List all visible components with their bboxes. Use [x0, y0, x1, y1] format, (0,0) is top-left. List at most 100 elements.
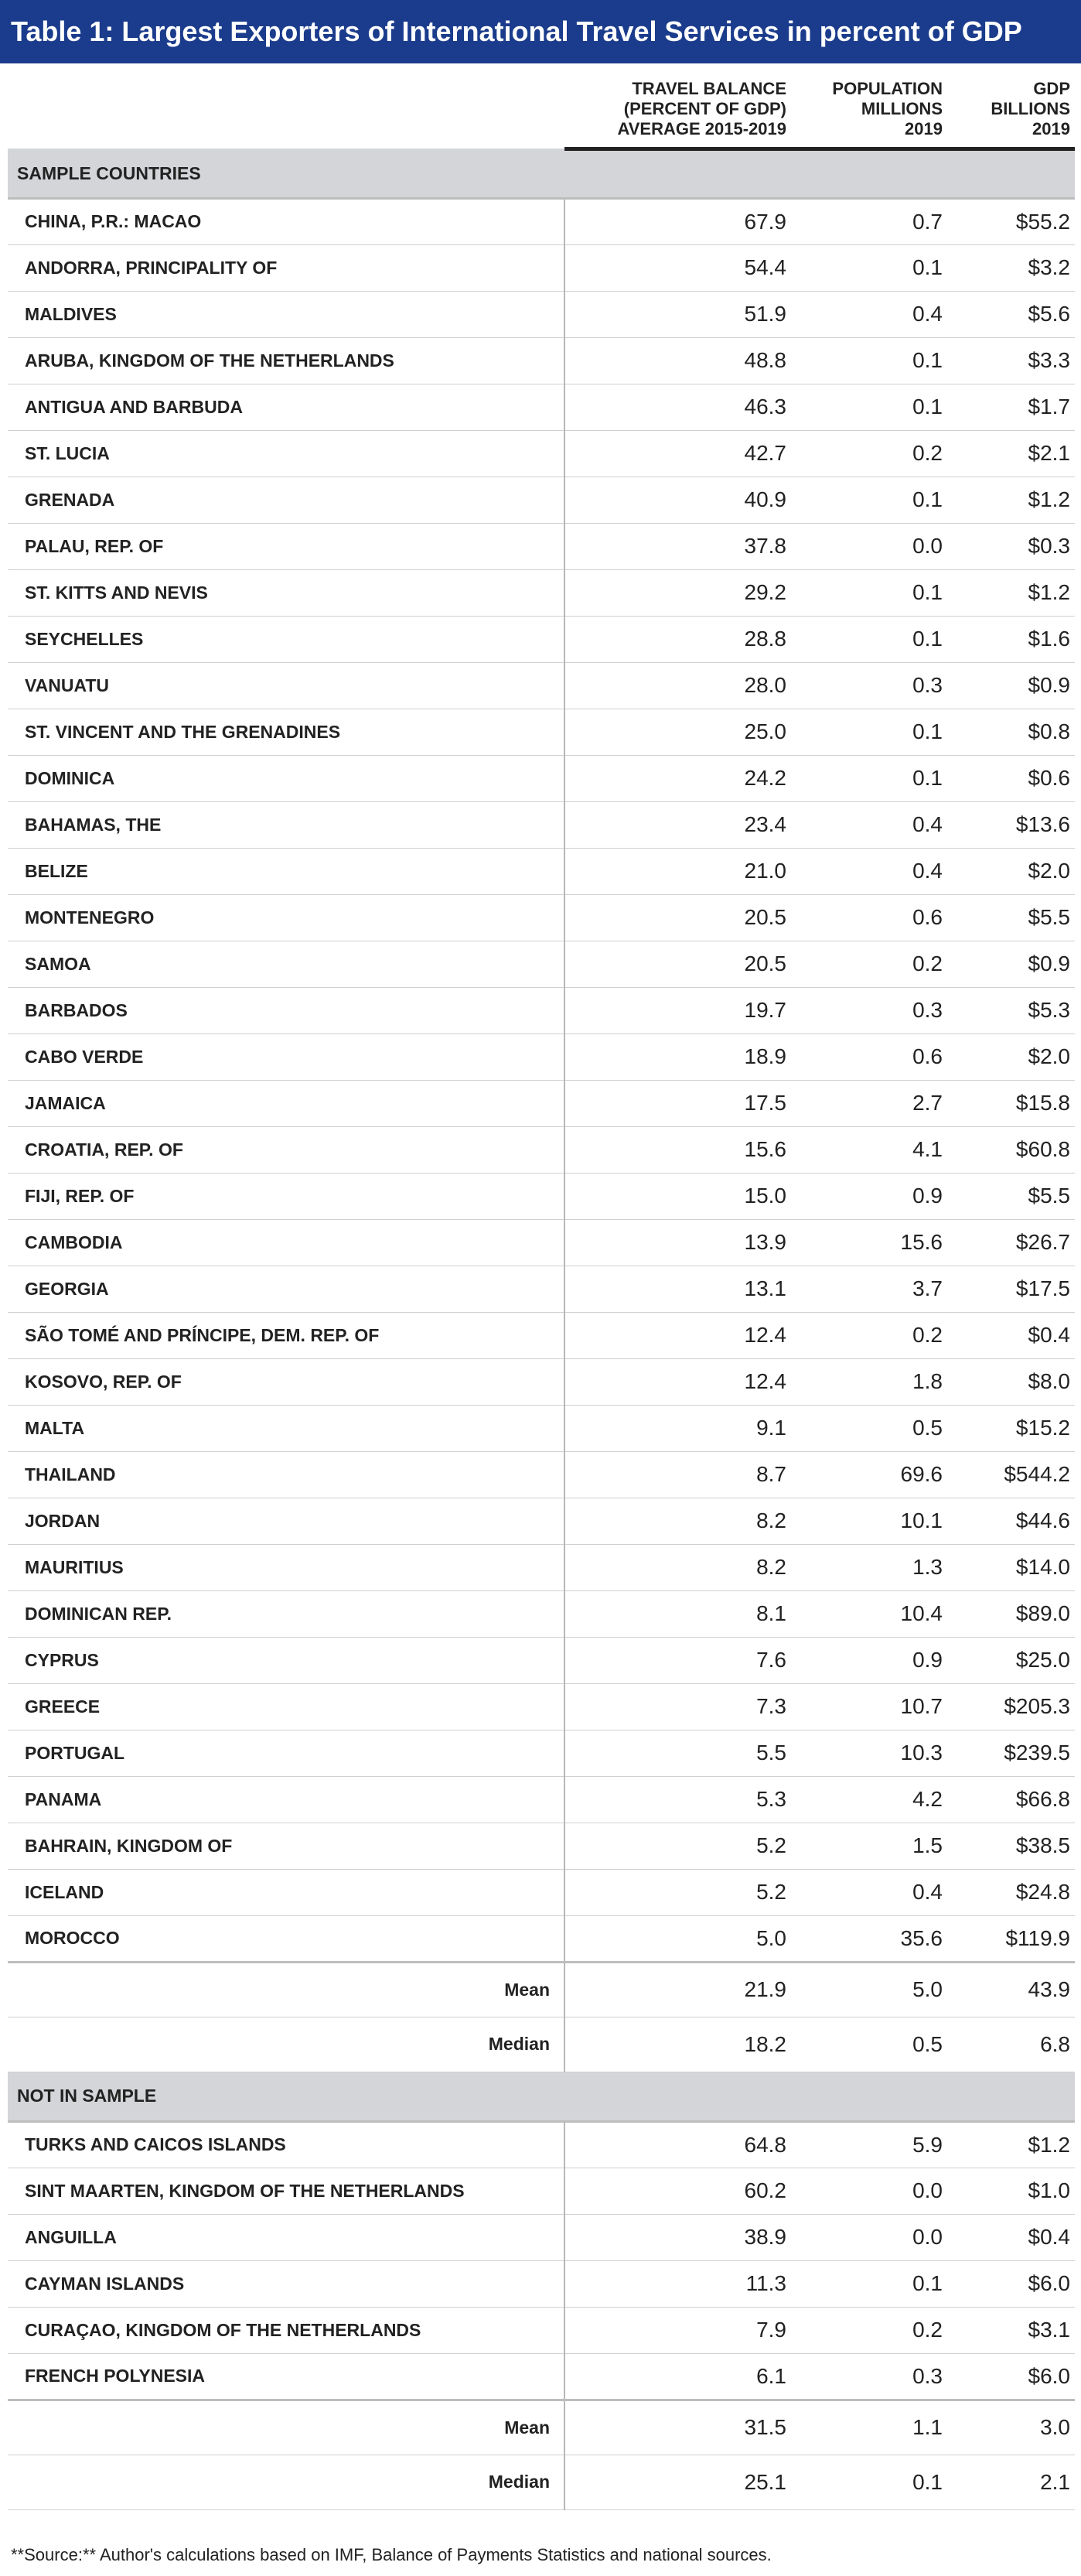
header-line: MILLIONS [861, 98, 943, 118]
travel-balance-value: 51.9 [564, 291, 800, 338]
travel-balance-value: 54.4 [564, 244, 800, 292]
header-line: 2019 [905, 118, 943, 138]
population-value: 3.7 [800, 1266, 957, 1313]
population-value: 0.2 [800, 2307, 957, 2354]
section-label: SAMPLE COUNTRIES [8, 149, 1075, 200]
data-table: TRAVEL BALANCE (PERCENT OF GDP) AVERAGE … [8, 70, 1075, 2510]
population-value: 0.1 [800, 616, 957, 663]
population-value: 0.1 [800, 337, 957, 384]
country-name: PANAMA [8, 1776, 564, 1823]
country-name: GEORGIA [8, 1266, 564, 1313]
gdp-value: $17.5 [957, 1266, 1075, 1313]
gdp-value: $2.0 [957, 848, 1075, 895]
gdp-value: $60.8 [957, 1126, 1075, 1174]
country-name: MALTA [8, 1405, 564, 1452]
gdp-value: $5.5 [957, 894, 1075, 941]
travel-balance-value: 60.2 [564, 2168, 800, 2215]
country-name: ST. VINCENT AND THE GRENADINES [8, 709, 564, 756]
table-row: MAURITIUS 8.2 1.3 $14.0 [8, 1544, 1075, 1591]
table-body: SAMPLE COUNTRIES CHINA, P.R.: MACAO 67.9 0.… [8, 149, 1075, 2510]
gdp-value: $544.2 [957, 1451, 1075, 1498]
country-name: DOMINICA [8, 755, 564, 802]
gdp-value: $0.9 [957, 941, 1075, 988]
travel-balance-value: 5.2 [564, 1823, 800, 1870]
table-row: TURKS AND CAICOS ISLANDS 64.8 5.9 $1.2 [8, 2121, 1075, 2168]
country-name: ST. KITTS AND NEVIS [8, 569, 564, 617]
population-value: 10.4 [800, 1590, 957, 1638]
gdp-value: $5.5 [957, 1173, 1075, 1220]
gdp-value: $1.2 [957, 2121, 1075, 2168]
table-row: CROATIA, REP. OF 15.6 4.1 $60.8 [8, 1126, 1075, 1174]
country-name: PORTUGAL [8, 1730, 564, 1777]
gdp-value: 43.9 [957, 1960, 1075, 2017]
table-row: PANAMA 5.3 4.2 $66.8 [8, 1776, 1075, 1823]
population-value: 1.8 [800, 1358, 957, 1406]
country-name: JORDAN [8, 1498, 564, 1545]
table-row: CAMBODIA 13.9 15.6 $26.7 [8, 1219, 1075, 1266]
population-value: 2.7 [800, 1080, 957, 1127]
country-name: CYPRUS [8, 1637, 564, 1684]
population-value: 10.7 [800, 1683, 957, 1730]
population-value: 0.3 [800, 2353, 957, 2400]
table-row: ANDORRA, PRINCIPALITY OF 54.4 0.1 $3.2 [8, 244, 1075, 292]
table-row: BAHRAIN, KINGDOM OF 5.2 1.5 $38.5 [8, 1823, 1075, 1870]
gdp-value: $25.0 [957, 1637, 1075, 1684]
header-blank [8, 70, 564, 149]
travel-balance-value: 21.9 [564, 1960, 800, 2017]
country-name: BAHRAIN, KINGDOM OF [8, 1823, 564, 1870]
population-value: 4.2 [800, 1776, 957, 1823]
gdp-value: $205.3 [957, 1683, 1075, 1730]
travel-balance-value: 8.1 [564, 1590, 800, 1638]
country-name: ANGUILLA [8, 2214, 564, 2261]
table-row: PALAU, REP. OF 37.8 0.0 $0.3 [8, 523, 1075, 570]
travel-balance-value: 21.0 [564, 848, 800, 895]
table-row: ST. KITTS AND NEVIS 29.2 0.1 $1.2 [8, 569, 1075, 617]
travel-balance-value: 5.2 [564, 1869, 800, 1916]
table-row: JORDAN 8.2 10.1 $44.6 [8, 1498, 1075, 1545]
gdp-value: $15.8 [957, 1080, 1075, 1127]
table-row: GRENADA 40.9 0.1 $1.2 [8, 477, 1075, 524]
country-name: ANTIGUA AND BARBUDA [8, 384, 564, 431]
summary-label: Median [8, 2017, 564, 2072]
table-row: SEYCHELLES 28.8 0.1 $1.6 [8, 616, 1075, 663]
gdp-value: 2.1 [957, 2455, 1075, 2510]
population-value: 35.6 [800, 1915, 957, 1963]
population-value: 5.0 [800, 1960, 957, 2017]
population-value: 1.5 [800, 1823, 957, 1870]
gdp-value: $13.6 [957, 801, 1075, 849]
country-name: MAURITIUS [8, 1544, 564, 1591]
travel-balance-value: 37.8 [564, 523, 800, 570]
summary-row: Median 18.2 0.5 6.8 [8, 2017, 1075, 2072]
header-line: (PERCENT OF GDP) [623, 98, 786, 118]
country-name: BAHAMAS, THE [8, 801, 564, 849]
population-value: 0.2 [800, 1312, 957, 1359]
country-name: MALDIVES [8, 291, 564, 338]
country-name: CHINA, P.R.: MACAO [8, 198, 564, 245]
gdp-value: 3.0 [957, 2398, 1075, 2455]
population-value: 0.1 [800, 384, 957, 431]
population-value: 0.4 [800, 1869, 957, 1916]
header-line: POPULATION [832, 78, 943, 98]
country-name: SAMOA [8, 941, 564, 988]
table-row: ST. LUCIA 42.7 0.2 $2.1 [8, 430, 1075, 477]
population-value: 0.1 [800, 569, 957, 617]
gdp-value: $1.2 [957, 477, 1075, 524]
gdp-value: $239.5 [957, 1730, 1075, 1777]
gdp-value: 6.8 [957, 2017, 1075, 2072]
country-name: CROATIA, REP. OF [8, 1126, 564, 1174]
gdp-value: $2.0 [957, 1033, 1075, 1081]
gdp-value: $15.2 [957, 1405, 1075, 1452]
travel-balance-value: 8.2 [564, 1544, 800, 1591]
country-name: DOMINICAN REP. [8, 1590, 564, 1638]
country-name: ANDORRA, PRINCIPALITY OF [8, 244, 564, 292]
table-row: FIJI, REP. OF 15.0 0.9 $5.5 [8, 1173, 1075, 1220]
travel-balance-value: 7.3 [564, 1683, 800, 1730]
population-value: 0.1 [800, 244, 957, 292]
travel-balance-value: 31.5 [564, 2398, 800, 2455]
travel-balance-value: 64.8 [564, 2121, 800, 2168]
travel-balance-value: 7.6 [564, 1637, 800, 1684]
header-gdp: GDP BILLIONS 2019 [957, 70, 1075, 151]
gdp-value: $1.0 [957, 2168, 1075, 2215]
gdp-value: $24.8 [957, 1869, 1075, 1916]
travel-balance-value: 67.9 [564, 198, 800, 245]
